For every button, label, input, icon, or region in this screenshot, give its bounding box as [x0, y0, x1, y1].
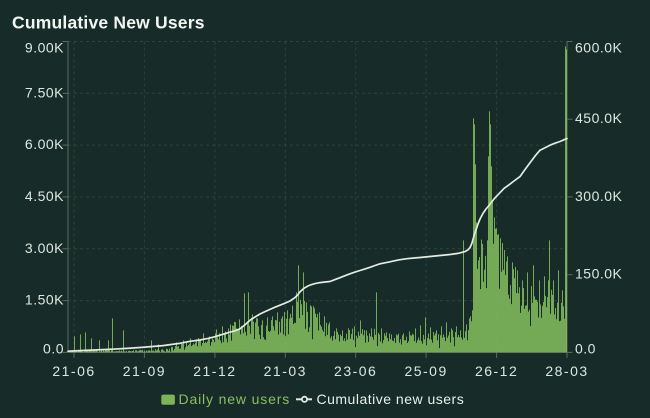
svg-text:Cumulative New Users: Cumulative New Users — [12, 13, 205, 33]
svg-text:25-09: 25-09 — [404, 363, 447, 379]
svg-text:0.0: 0.0 — [575, 341, 596, 357]
svg-text:28-03: 28-03 — [545, 363, 588, 379]
svg-text:1.50K: 1.50K — [25, 292, 64, 308]
svg-text:21-12: 21-12 — [193, 363, 236, 379]
svg-text:4.50K: 4.50K — [25, 188, 64, 204]
svg-text:3.00K: 3.00K — [25, 240, 64, 256]
svg-text:600.0K: 600.0K — [575, 39, 623, 55]
svg-text:6.00K: 6.00K — [25, 136, 64, 152]
svg-text:Cumulative new users: Cumulative new users — [317, 391, 465, 407]
svg-text:450.0K: 450.0K — [575, 110, 623, 126]
svg-text:Daily new users: Daily new users — [179, 391, 291, 407]
svg-text:21-09: 21-09 — [123, 363, 166, 379]
svg-text:0.0: 0.0 — [43, 341, 64, 357]
svg-text:9.00K: 9.00K — [25, 39, 64, 55]
svg-text:26-12: 26-12 — [475, 363, 518, 379]
svg-text:7.50K: 7.50K — [25, 84, 64, 100]
svg-text:150.0K: 150.0K — [575, 266, 623, 282]
svg-text:23-06: 23-06 — [334, 363, 377, 379]
svg-text:300.0K: 300.0K — [575, 188, 623, 204]
svg-text:21-06: 21-06 — [52, 363, 95, 379]
svg-text:21-03: 21-03 — [264, 363, 307, 379]
